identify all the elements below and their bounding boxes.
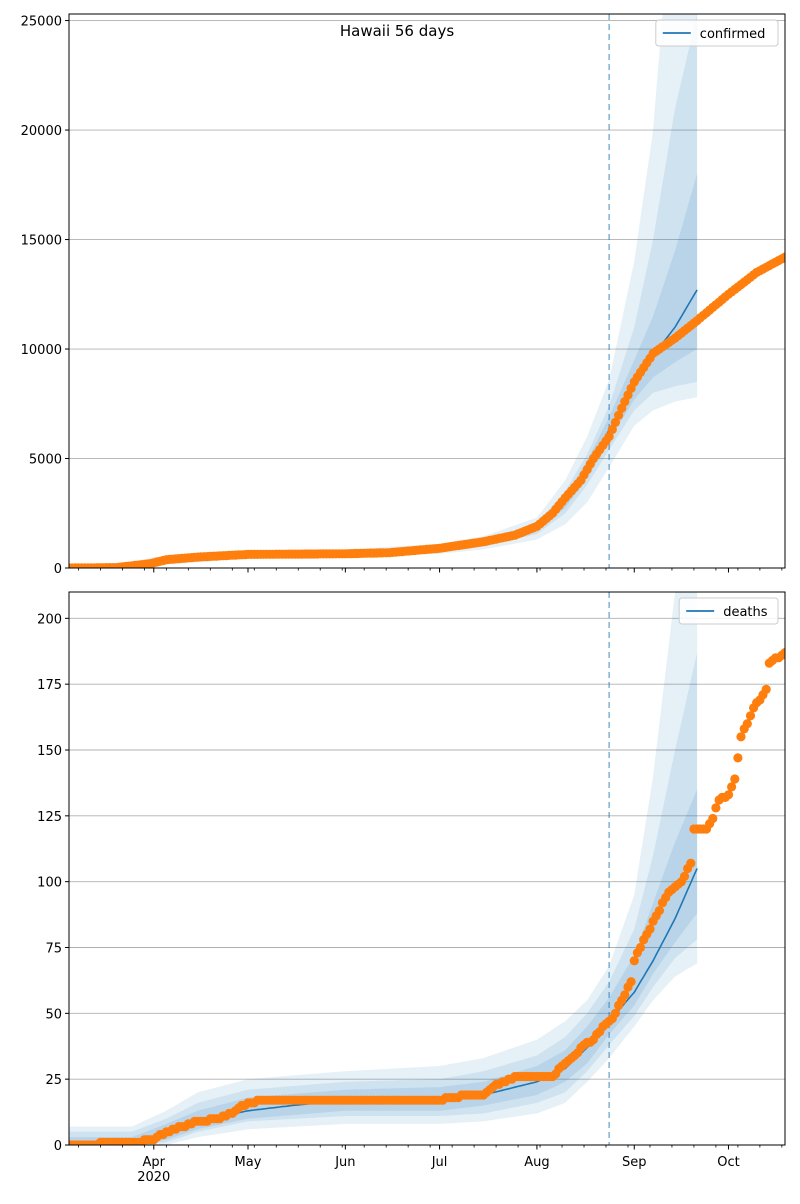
observed-point (629, 956, 639, 966)
observed-point (761, 684, 771, 695)
legend-box (655, 19, 779, 47)
y-tick-label: 25 (45, 1073, 62, 1088)
observed-point (780, 252, 785, 262)
y-tick-label: 5000 (29, 453, 62, 468)
uncertainty-band-inner (69, 173, 698, 568)
y-tick-label: 25000 (21, 15, 62, 30)
observed-point (723, 790, 734, 800)
observed-point (610, 1008, 621, 1018)
y-tick-label: 0 (54, 562, 62, 577)
y-tick-label: 15000 (21, 234, 62, 249)
observed-point (745, 711, 756, 721)
observed-point (620, 990, 630, 1000)
x-tick-label: 2020 (137, 1170, 170, 1185)
observed-point (742, 719, 752, 729)
x-tick-label: Apr (143, 1155, 166, 1170)
legend: deaths (678, 597, 779, 625)
observed-point (711, 803, 721, 813)
uncertainty-band-middle (69, 14, 698, 568)
observed-point (607, 424, 617, 435)
y-tick-label: 100 (37, 876, 62, 891)
plot-area (69, 14, 785, 568)
subplot-top: 0 5000 10000 15000 20000 25000 Hawaii 56 days c… (21, 13, 786, 577)
observed-point (604, 432, 614, 442)
observed-point (780, 648, 785, 658)
uncertainty-band-outer (69, 592, 698, 1145)
plot-area (69, 592, 785, 1145)
x-tick-label: Sep (622, 1155, 647, 1170)
y-tick-label: 175 (37, 678, 62, 693)
y-tick-label: 50 (45, 1007, 62, 1022)
observed-point (708, 813, 718, 824)
x-tick-label: Aug (524, 1155, 549, 1170)
y-tick-label: 10000 (21, 343, 62, 358)
y-tick-label: 20000 (21, 124, 62, 139)
y-tick-label: 0 (54, 1139, 62, 1154)
observed-point (686, 858, 696, 868)
observed-point (614, 410, 624, 420)
x-tick-label: May (235, 1155, 262, 1170)
x-tick-label: Oct (717, 1155, 739, 1170)
legend: confirmed (655, 19, 779, 47)
observed-point (679, 871, 690, 882)
y-tick-label: 150 (37, 744, 62, 759)
observed-point (610, 417, 621, 427)
observed-point (730, 774, 740, 784)
uncertainty-band-inner (69, 789, 698, 1145)
axes-frame (68, 591, 786, 1146)
legend-label: deaths (723, 605, 768, 620)
observed-point (626, 977, 636, 987)
y-tick-label: 200 (37, 612, 62, 627)
y-tick-label: 75 (45, 942, 62, 957)
observed-point (635, 942, 646, 953)
legend-box (678, 597, 779, 625)
observed-point (736, 732, 746, 742)
uncertainty-band-outer (69, 14, 698, 568)
observed-point (727, 782, 737, 792)
legend-label: confirmed (700, 27, 766, 42)
chart-title: Hawaii 56 days (340, 22, 454, 40)
observed-point (645, 924, 655, 934)
observed-point (733, 753, 743, 763)
x-tick-label: Jul (431, 1155, 448, 1170)
y-tick-label: 125 (37, 810, 62, 825)
observed-point (654, 906, 665, 916)
x-tick-label: Jun (334, 1155, 355, 1170)
axes-frame (68, 13, 786, 569)
